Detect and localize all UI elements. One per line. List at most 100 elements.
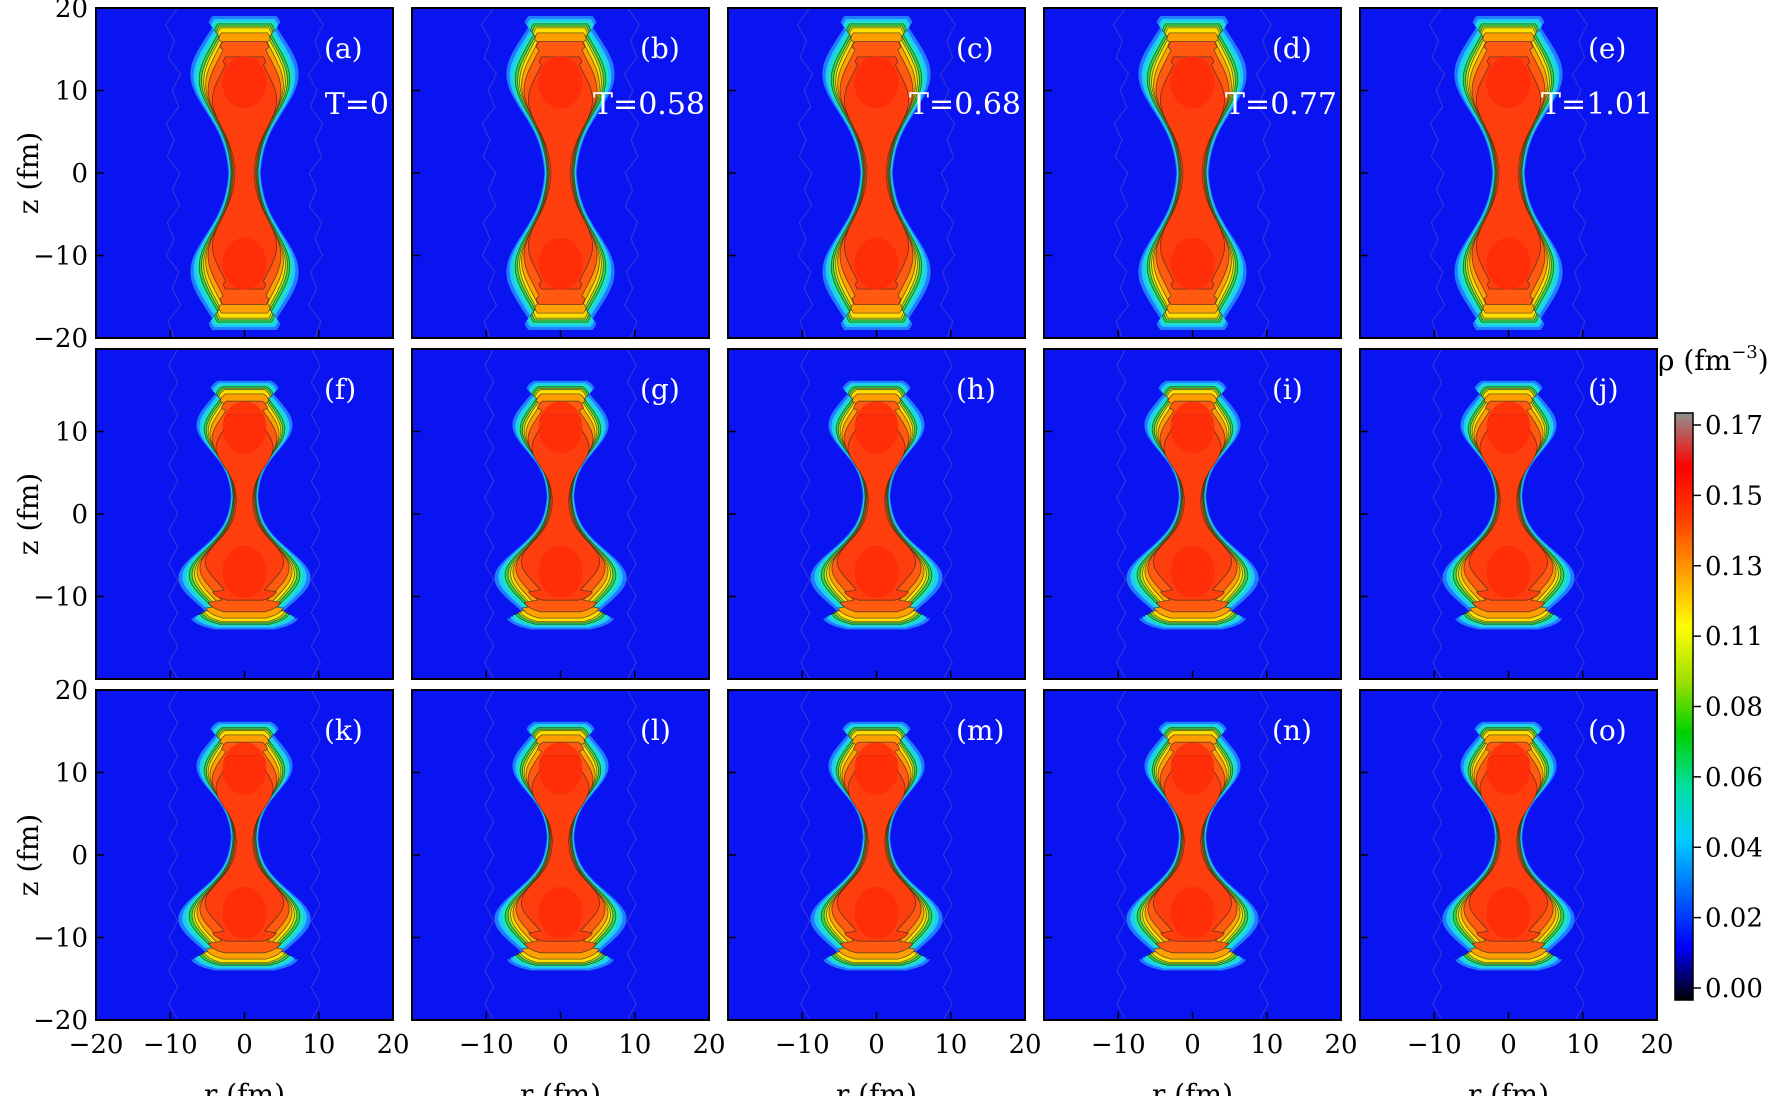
x-tick-label: −20 [69, 1030, 124, 1060]
density-core [538, 237, 583, 290]
density-contour-level [211, 56, 278, 290]
density-core [854, 742, 899, 795]
density-core [222, 545, 267, 598]
colorbar-tick-label: 0.08 [1705, 693, 1763, 723]
low-density-contour [1113, 8, 1130, 338]
density-core [1486, 56, 1531, 109]
y-axis-title: z (fm) [12, 814, 45, 896]
y-tick-label: 0 [71, 500, 88, 530]
x-tick-label: −10 [459, 1030, 514, 1060]
density-core [1486, 401, 1531, 454]
y-tick-label: 20 [55, 676, 88, 706]
density-core [854, 886, 899, 939]
density-core [222, 401, 267, 454]
low-density-contour [168, 690, 179, 1020]
x-tick-label: −10 [1407, 1030, 1462, 1060]
axes-labels: 20 10 0 −10 −20 z (fm) 10 0 −10 z (fm) 20 10 0 −10 −20… [12, 0, 1674, 1096]
density-core [1486, 545, 1531, 598]
low-density-contour [484, 690, 495, 1020]
density-contour-level [204, 755, 285, 942]
x-tick-label: 0 [868, 1030, 885, 1060]
y-tick-label: −20 [33, 324, 88, 354]
density-core [222, 237, 267, 290]
density-contour-level [1468, 414, 1549, 601]
density-core [1170, 545, 1215, 598]
panel-m: (m) [727, 689, 1026, 1021]
density-core [1170, 56, 1215, 109]
low-density-contour [1255, 8, 1272, 338]
panel-label: (d) [1272, 32, 1312, 65]
x-tick-label: 10 [302, 1030, 335, 1060]
panel-label: (o) [1588, 714, 1627, 747]
low-density-contour [942, 349, 953, 679]
panel-d: (d) T=0.77 [1043, 7, 1342, 339]
density-contour-level [836, 414, 917, 601]
panel-label: (c) [956, 32, 994, 65]
density-core [854, 545, 899, 598]
y-tick-label: −20 [33, 1006, 88, 1036]
panel-grid: (a) T=0 (b) T=0.58 (c) T=0.68 (d) T=0.77 (e) T=1.… [95, 7, 1658, 1021]
temperature-label: T=0 [325, 87, 389, 122]
x-tick-label: 20 [1640, 1030, 1673, 1060]
low-density-contour [626, 349, 637, 679]
panel-l: (l) [411, 689, 710, 1021]
x-axis-title: r (fm) [204, 1078, 285, 1096]
density-core [1486, 237, 1531, 290]
density-core [222, 742, 267, 795]
y-axis-title: z (fm) [12, 473, 45, 555]
density-core [222, 56, 267, 109]
colorbar-tick-label: 0.15 [1705, 481, 1763, 511]
panel-h: (h) [727, 348, 1026, 680]
x-axis-title: r (fm) [520, 1078, 601, 1096]
x-tick-label: 10 [934, 1030, 967, 1060]
y-tick-label: 20 [55, 0, 88, 24]
colorbar: 0.17 0.15 0.13 0.11 0.08 0.06 0.04 0.02 0.00 ρ (f… [1658, 342, 1769, 1004]
y-tick-label: −10 [33, 242, 88, 272]
colorbar-tick-label: 0.17 [1705, 411, 1763, 441]
low-density-contour [1574, 690, 1585, 1020]
x-tick-label: 0 [236, 1030, 253, 1060]
panel-label: (f) [324, 373, 356, 406]
density-contour-level [1152, 755, 1233, 942]
x-tick-label: 20 [692, 1030, 725, 1060]
panel-label: (i) [1272, 373, 1303, 406]
panel-label: (e) [1588, 32, 1626, 65]
x-axis-title: r (fm) [1468, 1078, 1549, 1096]
density-core [854, 401, 899, 454]
panel-label: (h) [956, 373, 996, 406]
panel-label: (m) [956, 714, 1004, 747]
panel-f: (f) [95, 348, 394, 680]
low-density-contour [481, 8, 498, 338]
colorbar-tick-label: 0.04 [1705, 833, 1763, 863]
colorbar-tick-label: 0.00 [1705, 974, 1763, 1004]
density-core [538, 56, 583, 109]
density-core [538, 886, 583, 939]
panel-label: (g) [640, 373, 680, 406]
low-density-contour [1432, 690, 1443, 1020]
low-density-contour [1432, 349, 1443, 679]
x-tick-label: −10 [1091, 1030, 1146, 1060]
y-axis-title: z (fm) [12, 132, 45, 214]
low-density-contour [800, 690, 811, 1020]
x-tick-label: 0 [552, 1030, 569, 1060]
x-tick-label: 10 [1250, 1030, 1283, 1060]
density-contour-level [520, 414, 601, 601]
colorbar-tick-label: 0.06 [1705, 763, 1763, 793]
panel-j: (j) [1359, 348, 1658, 680]
low-density-contour [1116, 349, 1127, 679]
low-density-contour [1574, 349, 1585, 679]
temperature-label: T=0.58 [593, 87, 705, 122]
low-density-contour [310, 690, 321, 1020]
density-contour-level [1152, 414, 1233, 601]
y-tick-label: 10 [55, 759, 88, 789]
panel-label: (n) [1272, 714, 1312, 747]
low-density-contour [165, 8, 182, 338]
x-axis-title: r (fm) [1152, 1078, 1233, 1096]
panel-label: (l) [640, 714, 671, 747]
density-core [854, 237, 899, 290]
low-density-contour [626, 690, 637, 1020]
colorbar-tick-label: 0.13 [1705, 552, 1763, 582]
colorbar-gradient [1674, 412, 1694, 1001]
low-density-contour [310, 349, 321, 679]
density-core [1170, 886, 1215, 939]
